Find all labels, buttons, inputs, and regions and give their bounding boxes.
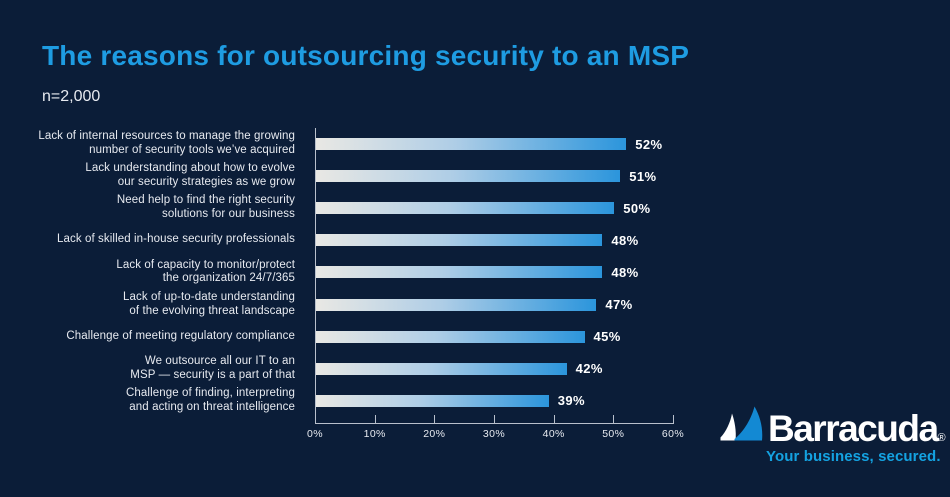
- x-axis-tick-label: 20%: [423, 428, 446, 440]
- sample-size-label: n=2,000: [42, 88, 101, 105]
- value-label: 52%: [635, 136, 663, 152]
- registered-mark-icon: ®: [937, 432, 946, 444]
- bar-row: 39%: [316, 385, 674, 417]
- bar-row: 45%: [316, 321, 674, 353]
- bar: [316, 298, 597, 311]
- x-axis-tick-label: 30%: [482, 428, 506, 440]
- x-axis-tick: [374, 415, 376, 423]
- value-label: 51%: [629, 168, 657, 184]
- bar: [316, 234, 603, 247]
- bar-row: 48%: [316, 256, 674, 288]
- category-label: Lack of capacity to monitor/protect the …: [116, 258, 295, 285]
- bar-chart: 52% 51% 50% 48% 48% 47% 45% 42% 39% 0% 10% 20% 30% 4…: [307, 128, 684, 440]
- x-axis-tick-label: 0%: [307, 428, 323, 440]
- page-title: The reasons for outsourcing security to …: [42, 40, 690, 71]
- category-label: We outsource all our IT to an MSP — secu…: [130, 354, 295, 381]
- category-label: Challenge of finding, interpreting and a…: [126, 387, 295, 413]
- value-label: 47%: [605, 297, 633, 313]
- x-axis-tick: [673, 415, 674, 423]
- bar-row: 48%: [316, 224, 674, 256]
- x-axis: 0% 10% 20% 30% 40% 50% 60%: [307, 128, 684, 440]
- bar: [316, 138, 627, 151]
- logo-wordmark: Barracuda®: [768, 410, 946, 447]
- category-label: Lack of up-to-date understanding of the …: [123, 290, 295, 317]
- value-label: 48%: [611, 264, 639, 280]
- x-axis-tick-label: 60%: [661, 428, 685, 440]
- bar: [316, 394, 549, 407]
- barracuda-logo: Barracuda® Your business, secured.: [719, 405, 946, 465]
- bar: [316, 202, 615, 215]
- x-axis-tick: [553, 415, 555, 423]
- bar-row: 50%: [316, 192, 674, 224]
- x-axis-tick: [434, 415, 436, 423]
- logo-tagline: Your business, secured.: [766, 448, 941, 465]
- bar-row: 47%: [316, 288, 674, 320]
- x-axis-tick: [494, 415, 495, 423]
- bar: [316, 266, 603, 279]
- bar: [316, 362, 567, 375]
- x-axis-tick: [315, 415, 316, 423]
- value-label: 39%: [557, 393, 585, 409]
- category-label: Lack of internal resources to manage the…: [38, 130, 295, 157]
- category-label: Challenge of meeting regulatory complian…: [66, 329, 295, 342]
- bars: 52% 51% 50% 48% 48% 47% 45% 42% 39%: [316, 128, 674, 417]
- bar: [316, 170, 621, 183]
- x-axis-tick-label: 40%: [542, 428, 565, 440]
- value-label: 48%: [611, 232, 639, 248]
- bar: [316, 330, 585, 343]
- category-label: Lack understanding about how to evolve o…: [85, 162, 295, 189]
- bar-row: 52%: [316, 128, 674, 160]
- x-axis-tick: [613, 415, 615, 423]
- value-label: 50%: [623, 200, 651, 216]
- value-label: 42%: [575, 361, 603, 377]
- category-labels: Lack of internal resources to manage the…: [28, 128, 295, 417]
- bar-row: 51%: [316, 160, 674, 192]
- x-axis-tick-label: 10%: [363, 428, 386, 440]
- value-label: 45%: [593, 329, 621, 345]
- logo-wordmark-text: Barracuda: [768, 408, 939, 449]
- bar-row: 42%: [316, 353, 674, 385]
- category-label: Need help to find the right security sol…: [116, 194, 295, 221]
- category-label: Lack of skilled in-house security profes…: [56, 233, 295, 246]
- barracuda-fin-icon: [720, 406, 763, 441]
- x-axis-tick-label: 50%: [602, 428, 625, 440]
